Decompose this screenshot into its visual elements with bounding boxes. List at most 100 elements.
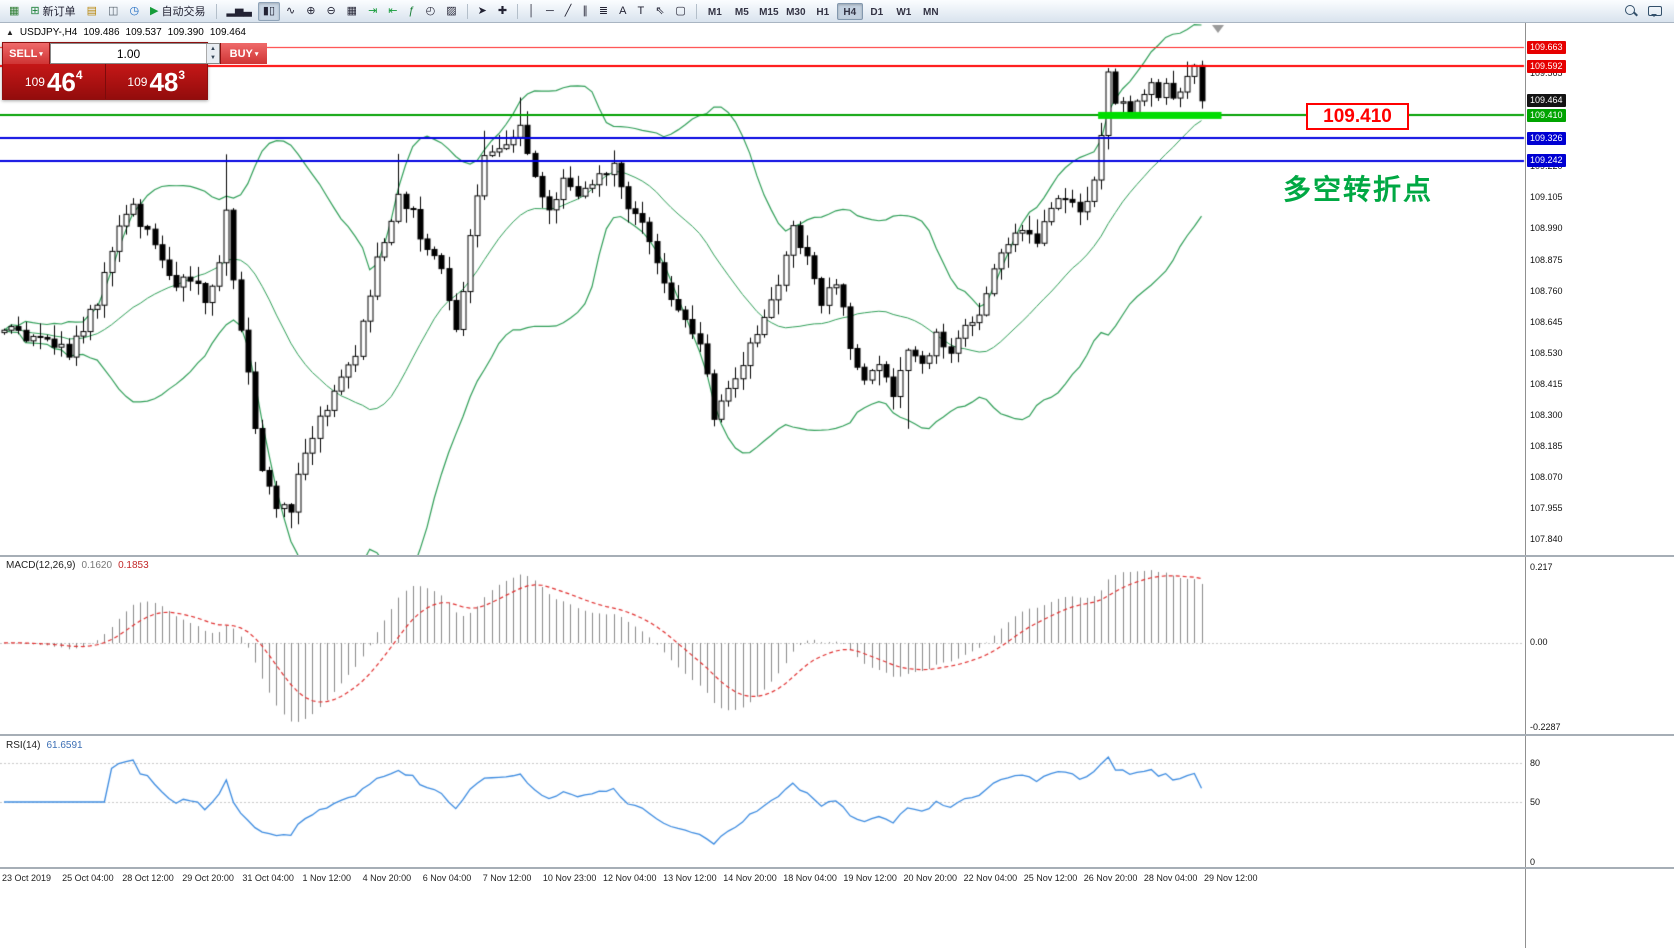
time-label: 29 Nov 12:00 bbox=[1204, 873, 1258, 883]
price-tick: 108.530 bbox=[1530, 347, 1563, 358]
trendline-icon-glyph: ╱ bbox=[564, 4, 572, 17]
price-axis[interactable]: 109.565109.220109.105108.990108.875108.7… bbox=[1525, 23, 1674, 948]
vertical-line-icon[interactable]: │ bbox=[523, 2, 540, 21]
text-icon-glyph: A bbox=[619, 4, 627, 17]
time-label: 6 Nov 04:00 bbox=[422, 873, 472, 883]
ohlc-high: 109.537 bbox=[125, 27, 162, 38]
time-label: 25 Nov 12:00 bbox=[1023, 873, 1078, 883]
timeframe-h1-button[interactable]: H1 bbox=[816, 6, 830, 18]
new-order-button[interactable]: ⊞ 新订单 bbox=[25, 2, 80, 21]
trendline-icon[interactable]: ╱ bbox=[560, 2, 577, 21]
arrows-icon[interactable]: ⇖ bbox=[650, 2, 669, 21]
time-axis-splitter[interactable] bbox=[0, 867, 1674, 869]
toolbar-right-icons bbox=[1625, 4, 1670, 18]
rsi-value: 61.6591 bbox=[46, 740, 83, 751]
chart-header: ▲ USDJPY-,H4 109.486 109.537 109.390 109… bbox=[6, 27, 246, 38]
price-tick: 108.070 bbox=[1530, 472, 1563, 483]
tile-windows-icon[interactable]: ▦ bbox=[342, 2, 362, 21]
price-tick: 108.990 bbox=[1530, 223, 1563, 234]
cursor-icon[interactable]: ➤ bbox=[473, 2, 492, 21]
text-icon[interactable]: A bbox=[614, 2, 631, 21]
buy-price[interactable]: 109 48 3 bbox=[104, 64, 207, 99]
timeframe-h4-button[interactable]: H4 bbox=[836, 2, 863, 20]
search-icon[interactable] bbox=[1625, 4, 1638, 18]
price-tick: 107.955 bbox=[1530, 503, 1563, 514]
time-axis[interactable]: 23 Oct 2019 25 Oct 04:00 28 Oct 12:00 29 Oc… bbox=[0, 869, 1525, 948]
arrows-icon-glyph: ⇖ bbox=[655, 4, 665, 17]
fibonacci-icon[interactable]: ≣ bbox=[594, 2, 613, 21]
time-label: 28 Nov 04:00 bbox=[1143, 873, 1198, 883]
indicators-icon[interactable]: ƒ bbox=[404, 2, 420, 21]
macd-scale-min: -0.2287 bbox=[1530, 721, 1561, 732]
symbol-timeframe-label: USDJPY-,H4 bbox=[19, 27, 78, 38]
buy-button[interactable]: BUY ▾ bbox=[220, 43, 267, 64]
horizontal-line-icon[interactable]: ─ bbox=[541, 2, 559, 21]
timeframe-m30-button[interactable]: M30 bbox=[786, 6, 806, 18]
auto-trading-button[interactable]: ▶ 自动交易 bbox=[145, 2, 210, 21]
time-label: 18 Nov 04:00 bbox=[783, 873, 837, 883]
crosshair-icon[interactable]: ✚ bbox=[493, 2, 512, 21]
time-label: 23 Oct 2019 bbox=[2, 873, 52, 883]
time-label: 13 Nov 12:00 bbox=[663, 873, 717, 883]
price-tick: 109.105 bbox=[1530, 192, 1563, 203]
profiles-icon[interactable]: ◫ bbox=[103, 2, 123, 21]
channel-icon[interactable]: ∥ bbox=[577, 2, 593, 21]
label-icon[interactable]: T bbox=[632, 2, 649, 21]
macd-label: MACD(12,26,9) 0.1620 0.1853 bbox=[6, 560, 149, 571]
charts-icon[interactable]: ▤ bbox=[82, 2, 102, 21]
bar-chart-type-icon[interactable]: ▂▅▃ bbox=[222, 2, 257, 21]
toolbar-separator bbox=[695, 3, 697, 19]
shapes-icon[interactable]: ▢ bbox=[670, 2, 690, 21]
periods-icon[interactable]: ◴ bbox=[421, 2, 441, 21]
indicators-icon-glyph: ƒ bbox=[408, 4, 415, 17]
sell-price[interactable]: 109 46 4 bbox=[3, 64, 105, 99]
price-tick: 108.875 bbox=[1530, 254, 1563, 265]
macd-name: MACD(12,26,9) bbox=[6, 560, 76, 571]
app-icon[interactable]: ▦ bbox=[4, 2, 24, 21]
refresh-icon[interactable]: ◷ bbox=[124, 2, 144, 21]
time-label: 31 Oct 04:00 bbox=[242, 873, 294, 883]
timeframe-w1-button[interactable]: W1 bbox=[896, 6, 912, 18]
buy-price-big: 48 bbox=[149, 66, 179, 97]
sell-price-sup: 4 bbox=[75, 68, 83, 82]
price-level-callout[interactable]: 109.410 bbox=[1306, 103, 1409, 130]
line-chart-type-icon[interactable]: ∿ bbox=[281, 2, 300, 21]
zoom-in-icon[interactable]: ⊕ bbox=[301, 2, 320, 21]
macd-splitter[interactable] bbox=[0, 555, 1674, 557]
macd-scale-zero: 0.00 bbox=[1530, 637, 1548, 648]
chat-icon[interactable] bbox=[1648, 6, 1662, 17]
time-label: 19 Nov 12:00 bbox=[843, 873, 897, 883]
templates-icon-glyph: ▨ bbox=[446, 4, 457, 17]
bar-chart-type-icon-glyph: ▂▅▃ bbox=[226, 4, 252, 17]
templates-icon[interactable]: ▨ bbox=[441, 2, 461, 21]
timeframe-mn-button[interactable]: MN bbox=[923, 6, 939, 18]
price-tag-red: 109.663 bbox=[1527, 40, 1566, 54]
zoom-out-icon[interactable]: ⊖ bbox=[321, 2, 340, 21]
volume-up-icon[interactable]: ▲ bbox=[207, 44, 219, 54]
rsi-splitter[interactable] bbox=[0, 734, 1674, 736]
horizontal-line-icon-glyph: ─ bbox=[545, 4, 554, 17]
toolbar-separator bbox=[215, 3, 217, 19]
zoom-out-icon-glyph: ⊖ bbox=[326, 4, 336, 17]
timeframe-d1-button[interactable]: D1 bbox=[870, 6, 884, 18]
toolbar: ▦ ⊞ 新订单 ▤ ◫ ◷ ▶ 自动交易 ▂▅▃ ▮▯ ∿ ⊕ ⊖ ▦ ⇥ ⇤ ƒ ◴ ▨ ➤ ✚ │ ─ ╱ ∥ ≣ A T ⇖ ▢ M1… bbox=[0, 0, 1674, 23]
candle-chart-type-icon[interactable]: ▮▯ bbox=[257, 1, 281, 21]
timeframe-m1-button[interactable]: M1 bbox=[707, 6, 722, 18]
timeframe-m5-button[interactable]: M5 bbox=[734, 6, 749, 18]
time-label: 22 Nov 04:00 bbox=[963, 873, 1018, 883]
price-tick: 107.840 bbox=[1530, 534, 1563, 545]
auto-scroll-icon-glyph: ⇥ bbox=[368, 4, 378, 17]
auto-scroll-icon[interactable]: ⇥ bbox=[363, 2, 382, 21]
sell-button[interactable]: SELL ▾ bbox=[3, 43, 50, 64]
time-label: 12 Nov 04:00 bbox=[603, 873, 657, 883]
turning-point-note[interactable]: 多空转折点 bbox=[1283, 174, 1434, 205]
one-click-toggle-icon[interactable]: ▲ bbox=[6, 28, 14, 37]
volume-input[interactable] bbox=[51, 44, 206, 63]
volume-down-icon[interactable]: ▼ bbox=[207, 53, 219, 63]
timeframe-m15-button[interactable]: M15 bbox=[759, 6, 779, 18]
one-click-trade-panel: SELL ▾ ▲ ▼ BUY ▾ 109 46 4 109 bbox=[2, 42, 267, 100]
chart-shift-icon[interactable]: ⇤ bbox=[383, 2, 402, 21]
ohlc-low: 109.390 bbox=[167, 27, 204, 38]
